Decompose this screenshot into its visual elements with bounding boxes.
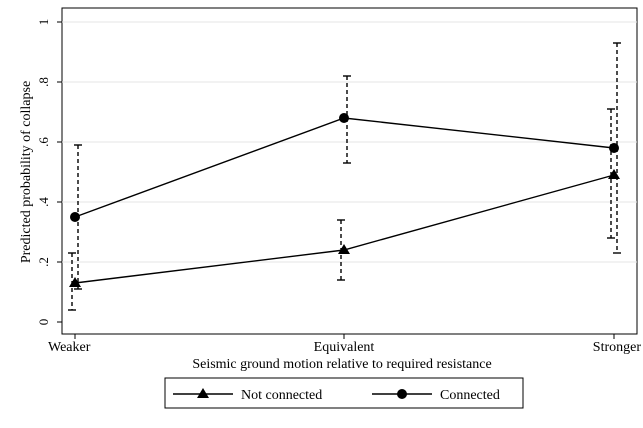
x-tick-label: Weaker <box>48 340 91 355</box>
legend-label: Connected <box>440 388 500 403</box>
x-axis-title: Seismic ground motion relative to requir… <box>192 357 491 372</box>
x-tick-label: Equivalent <box>314 340 375 355</box>
triangle-marker <box>69 277 81 287</box>
legend-label: Not connected <box>241 388 322 403</box>
legend-triangle-marker <box>197 388 209 398</box>
legend-circle-marker <box>397 389 407 399</box>
y-tick-label: .4 <box>36 197 51 207</box>
series-markers <box>69 113 620 287</box>
y-tick-label: .6 <box>36 137 51 147</box>
plot-area <box>61 7 638 335</box>
y-tick-label: 0 <box>36 319 51 326</box>
x-tick-label: Stronger <box>593 340 642 355</box>
triangle-marker <box>608 169 620 179</box>
y-axis-title: Predicted probability of collapse <box>19 81 34 263</box>
triangle-marker <box>338 244 350 254</box>
circle-marker <box>609 143 619 153</box>
y-tick-label: 1 <box>36 19 51 26</box>
legend: Not connected Connected <box>164 377 524 409</box>
y-tick-label: .8 <box>36 77 51 87</box>
grid <box>62 21 637 263</box>
circle-marker <box>70 212 80 222</box>
y-tick-label: .2 <box>36 257 51 267</box>
legend-items: Not connected Connected <box>173 388 500 403</box>
x-axis: Weaker Equivalent Stronger <box>48 334 641 355</box>
legend-box <box>164 377 524 409</box>
circle-marker <box>339 113 349 123</box>
y-axis: 0 .2 .4 .6 .8 1 <box>36 19 62 326</box>
